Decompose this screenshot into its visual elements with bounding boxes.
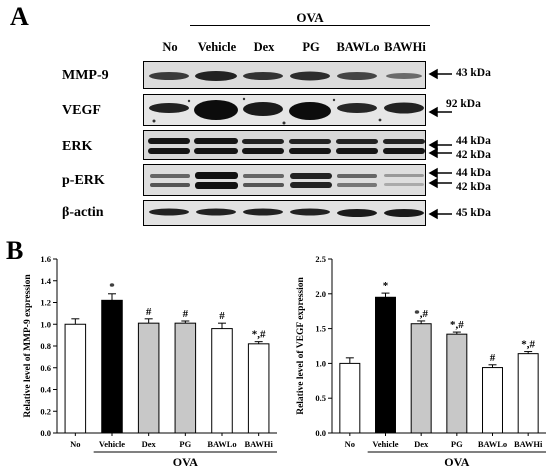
bar: [482, 367, 503, 434]
chart-vegf: 0.0 0.5 1.0 1.5 2.0 2.5 No * Vehicle *,# Dex *,# PG #…: [296, 254, 546, 469]
y-tick-label: 0.0: [40, 428, 51, 438]
x-tick-label: PG: [451, 439, 463, 449]
blot-label-mmp9: MMP-9: [62, 68, 109, 83]
significance-label: *,#: [450, 319, 464, 331]
x-tick-label: BAWLo: [207, 439, 236, 449]
y-tick-label: 0.4: [40, 385, 51, 395]
group-label: OVA: [444, 455, 469, 469]
y-tick-label: 2.0: [315, 289, 326, 299]
marker-arrows: [428, 68, 452, 220]
blot-erk: [143, 130, 426, 160]
x-tick-label: PG: [179, 439, 191, 449]
bar: [64, 323, 87, 434]
y-tick-label: 0.8: [40, 341, 51, 351]
marker-erk-42: 42 kDa: [456, 149, 491, 161]
y-tick-label: 2.5: [315, 254, 326, 264]
y-tick-label: 1.6: [40, 254, 51, 264]
bar: [174, 322, 197, 434]
marker-vegf: 92 kDa: [446, 98, 481, 110]
x-tick-label: BAWHi: [244, 439, 273, 449]
bar: [517, 353, 539, 434]
bar: [211, 328, 233, 434]
x-tick-label: Dex: [142, 439, 157, 449]
marker-erk-44: 44 kDa: [456, 135, 491, 147]
x-tick-label: BAWHi: [514, 439, 543, 449]
y-tick-label: 1.0: [40, 319, 51, 329]
x-tick-label: Vehicle: [99, 439, 125, 449]
marker-mmp9: 43 kDa: [456, 67, 491, 79]
x-tick-label: No: [70, 439, 80, 449]
y-tick-label: 1.5: [315, 324, 326, 334]
significance-label: #: [146, 306, 152, 318]
marker-perk-42: 42 kDa: [456, 181, 491, 193]
y-tick-label: 0.0: [315, 428, 326, 438]
blot-mmp9: [143, 61, 426, 89]
x-tick-label: Dex: [414, 439, 429, 449]
lane-label-pg: PG: [302, 40, 320, 54]
y-tick-label: 1.4: [40, 276, 51, 286]
chart-mmp9: 0.0 0.2 0.4 0.6 0.8 1.0 1.2 1.4 1.6 No * Vehicle # De…: [23, 254, 277, 469]
lane-label-no: No: [162, 40, 178, 54]
y-tick-label: 0.5: [315, 393, 326, 403]
bar: [339, 362, 361, 434]
bar: [410, 323, 432, 434]
y-tick-label: 0.6: [40, 363, 51, 373]
panel-a-letter: A: [10, 2, 29, 31]
y-tick-label: 0.2: [40, 406, 51, 416]
y-axis-title: Relative level of MMP-9 expression: [23, 274, 33, 418]
significance-label: #: [219, 310, 225, 322]
blot-label-beta-actin: β-actin: [62, 205, 104, 220]
significance-label: *: [383, 280, 389, 292]
lane-label-dex: Dex: [253, 40, 275, 54]
x-tick-label: BAWLo: [478, 439, 507, 449]
blot-perk: [143, 164, 426, 196]
lane-label-bawlo: BAWLo: [336, 40, 380, 54]
y-tick-label: 1.0: [315, 358, 326, 368]
y-axis-title: Relative level of VEGF expression: [296, 277, 306, 415]
ova-label-top: OVA: [296, 10, 324, 25]
marker-perk-44: 44 kDa: [456, 167, 491, 179]
ova-bracket-line-top: [190, 25, 430, 26]
blot-label-vegf: VEGF: [62, 103, 101, 118]
blot-beta-actin: [143, 200, 426, 226]
lane-label-vehicle: Vehicle: [197, 40, 237, 54]
x-tick-label: Vehicle: [372, 439, 398, 449]
significance-label: #: [490, 352, 496, 364]
x-tick-label: No: [345, 439, 355, 449]
lane-label-bawhi: BAWHi: [384, 40, 426, 54]
significance-label: *,#: [521, 339, 535, 351]
bar: [446, 333, 468, 434]
group-label: OVA: [173, 455, 198, 469]
blot-label-perk: p-ERK: [62, 173, 105, 188]
panel-b-letter: B: [6, 236, 24, 265]
significance-label: *: [109, 281, 115, 293]
bar: [375, 296, 396, 434]
y-tick-label: 1.2: [40, 298, 51, 308]
blot-label-erk: ERK: [62, 139, 93, 154]
significance-label: #: [183, 308, 189, 320]
marker-beta-actin: 45 kDa: [456, 207, 491, 219]
significance-label: *,#: [414, 308, 428, 320]
bar: [101, 299, 123, 434]
blot-vegf: [143, 94, 426, 126]
bar: [247, 343, 270, 434]
significance-label: *,#: [252, 329, 266, 341]
bar: [137, 322, 160, 434]
